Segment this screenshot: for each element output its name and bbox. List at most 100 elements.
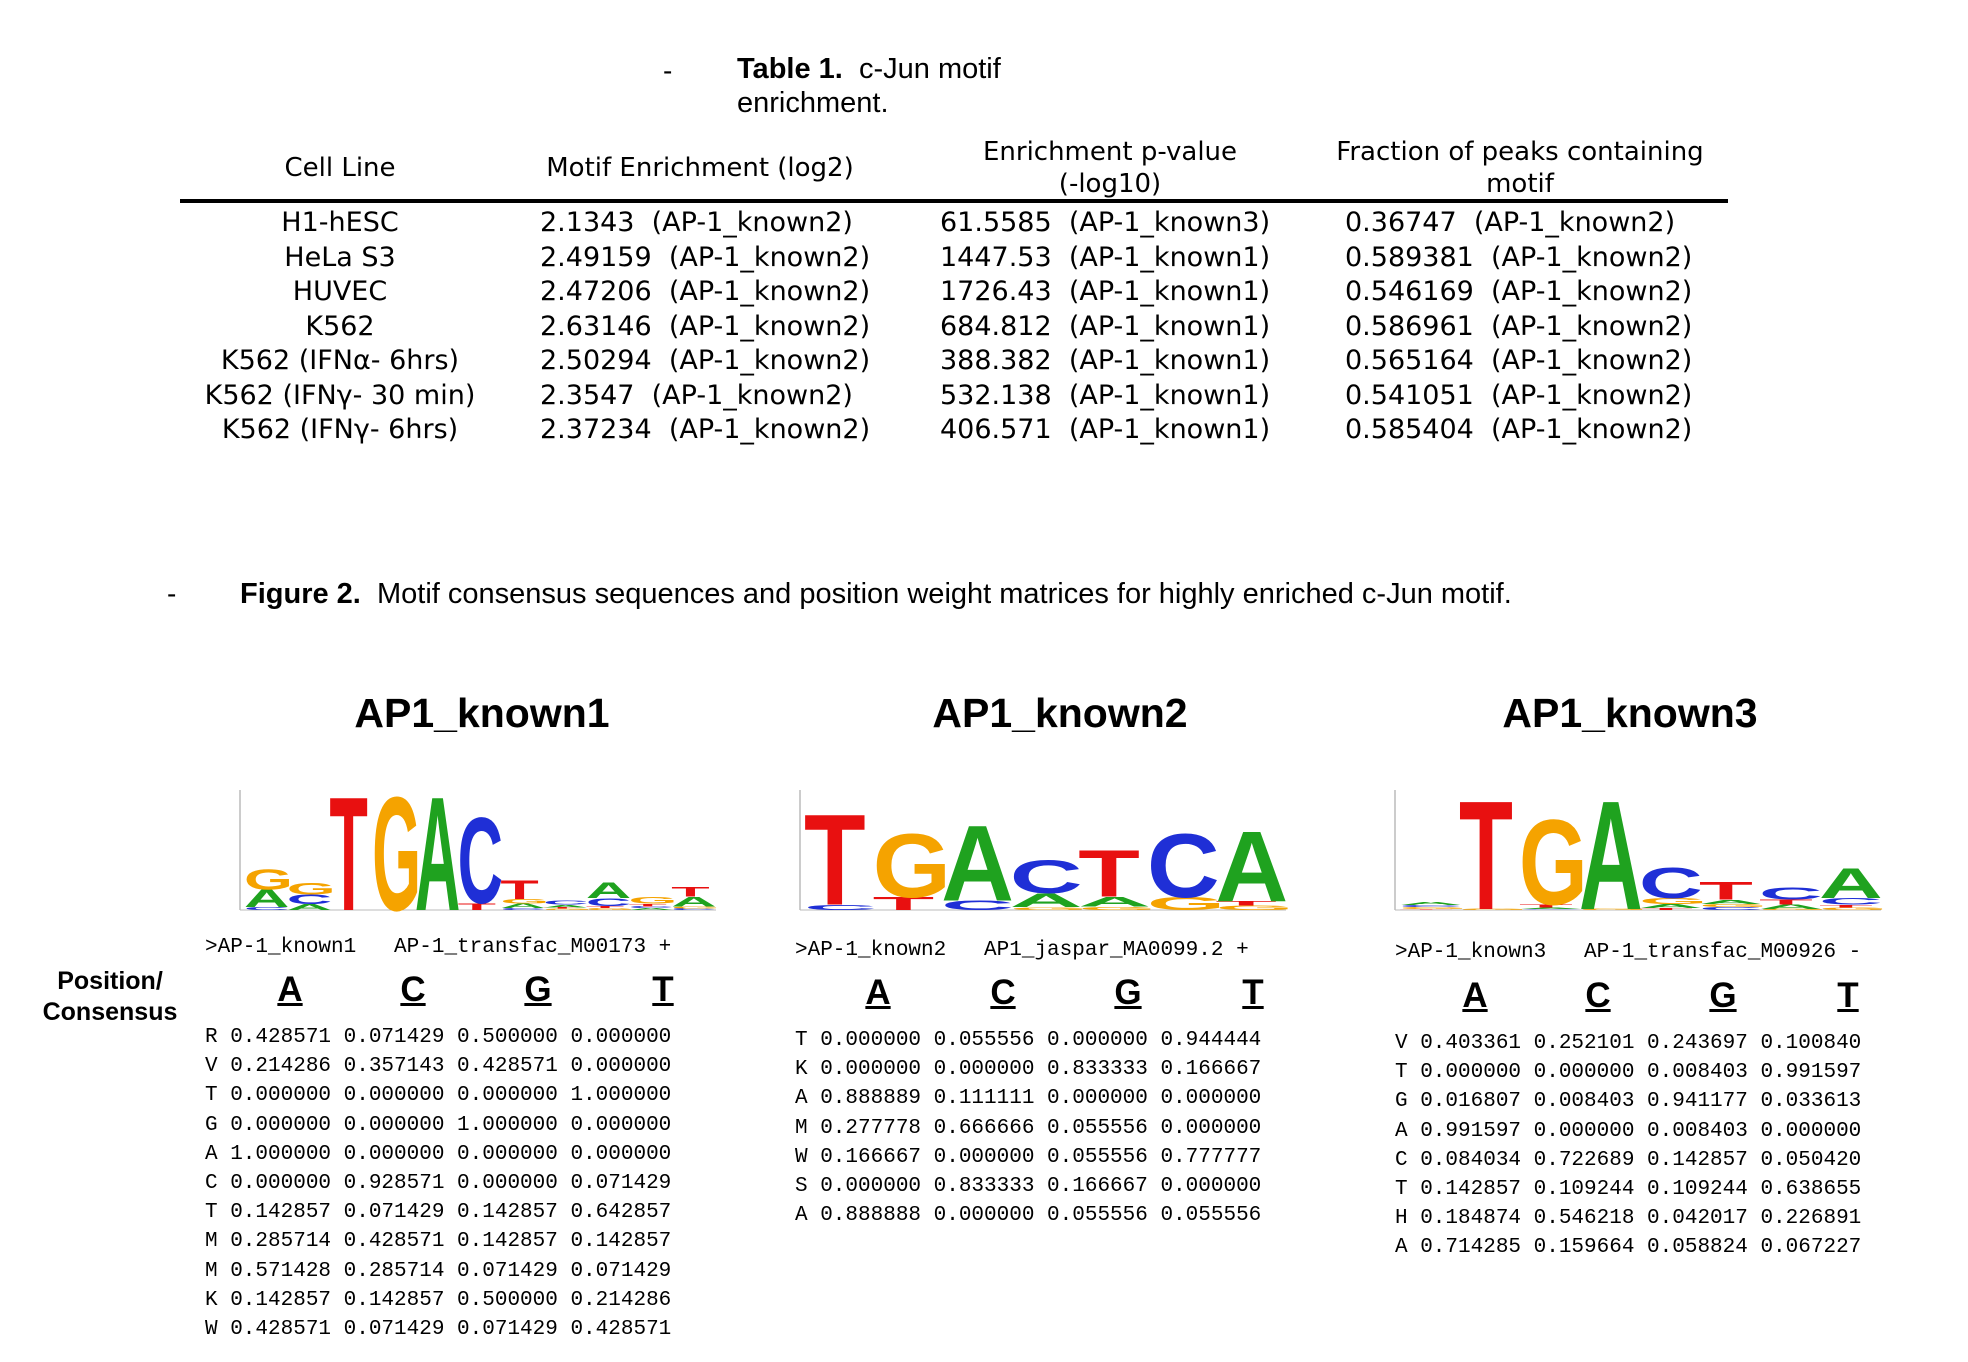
logo-letter-c: C [1699,906,1763,911]
pwm-row: T 0.142857 0.071429 0.142857 0.642857 [205,1201,672,1225]
logo-letter-t: T [1639,907,1693,910]
table-cell-enrichment: 2.47206 (AP-1_known2) [540,276,871,307]
logo-letter-c: C [586,896,631,909]
pwm-row: S 0.000000 0.833333 0.166667 0.000000 [795,1175,1262,1198]
pwm-row: T 0.142857 0.109244 0.109244 0.638655 [1395,1178,1862,1201]
pwm-header: >AP-1_known1 AP-1_transfac_M00173 + [205,936,672,959]
pwm-column-head-c: C [990,973,1016,1012]
logo-letter-c: C [500,907,545,910]
logo-letter-t: T [873,894,935,914]
logo-letter-t: T [543,907,581,909]
pwm-row: V 0.214286 0.357143 0.428571 0.000000 [205,1055,672,1079]
pwm-row: A 0.888888 0.000000 0.055556 0.055556 [795,1204,1262,1228]
pwm-row: A 0.714285 0.159664 0.058824 0.067227 [1395,1236,1862,1260]
pwm-column-head-a: A [277,970,303,1009]
header-pvalue-line2: (-log10) [1058,169,1162,199]
table-cell-enrichment: 2.37234 (AP-1_known2) [540,414,871,445]
pwm-row: T 0.000000 0.000000 0.000000 1.000000 [205,1084,672,1108]
pwm-row: A 0.888889 0.111111 0.000000 0.000000 [795,1087,1262,1111]
logo-letter-a: A [244,885,289,912]
logo-letter-t: T [1759,898,1813,906]
header-cell-line: Cell Line [284,153,396,183]
logo-letter-g: G [629,895,678,905]
logo-letter-c: C [1399,905,1463,908]
pwm-row: A 1.000000 0.000000 0.000000 0.000000 [205,1142,672,1166]
logo-letter-t: T [804,787,866,920]
logo-letter-c: C [804,903,877,912]
pwm-column-head-g: G [1114,973,1142,1012]
position-label-line1: Position/ [57,967,163,995]
table-cell-cell-line: K562 (IFNγ- 30 min) [204,380,476,411]
logo-letter-g: G [287,879,336,898]
table-caption-line2: enrichment. [737,87,889,119]
logo-letter-a: A [1759,904,1823,911]
table-cell-fraction: 0.36747 (AP-1_known2) [1345,207,1676,238]
position-label-line2: Consensus [42,998,178,1026]
logo-letter-g: G [372,785,421,920]
table-cell-enrichment: 2.3547 (AP-1_known2) [540,380,853,411]
logo-letter-t: T [1215,900,1277,907]
pwm-row: T 0.000000 0.000000 0.008403 0.991597 [1395,1061,1862,1085]
logo-letter-a: A [500,903,545,910]
pwm-header: >AP-1_known3 AP-1_transfac_M00926 - [1395,941,1862,964]
table-caption: Table 1. c-Jun motif enrichment. [737,52,1001,120]
logo-letter-c: C [287,892,332,907]
logo-letter-c: C [671,908,716,911]
table-cell-fraction: 0.565164 (AP-1_known2) [1345,345,1693,376]
logo-letter-t: T [458,901,496,912]
logo-letter-g: G [1519,794,1588,920]
table-cell-fraction: 0.546169 (AP-1_known2) [1345,276,1693,307]
logo-letter-a: A [1215,811,1288,920]
logo-letter-a: A [671,894,716,910]
table-cell-pvalue: 388.382 (AP-1_known1) [940,345,1271,376]
table-caption-line1: c-Jun motif [858,53,1001,85]
logo-letter-c: C [1639,858,1703,907]
logo-letter-g: G [1459,909,1528,910]
table-cell-enrichment: 2.63146 (AP-1_known2) [540,311,871,342]
logo-letter-c: C [1819,896,1883,907]
logo-letter-a: A [287,903,332,912]
table-cell-pvalue: 61.5585 (AP-1_known3) [940,207,1271,238]
pwm-row: V 0.403361 0.252101 0.243697 0.100840 [1395,1032,1862,1055]
pwm-row: R 0.428571 0.071429 0.500000 0.000000 [205,1026,672,1049]
pwm-header: >AP-1_known2 AP1_jaspar_MA0099.2 + [795,939,1249,962]
logo-letter-c: C [629,906,674,909]
table-cell-pvalue: 406.571 (AP-1_known1) [940,414,1271,445]
pwm-row: G 0.016807 0.008403 0.941177 0.033613 [1395,1090,1862,1114]
header-fraction-line1: Fraction of peaks containing [1336,137,1704,167]
pwm-row: M 0.285714 0.428571 0.142857 0.142857 [205,1230,672,1254]
table-cell-cell-line: K562 (IFNγ- 6hrs) [221,414,459,445]
logo-letter-c: C [244,906,289,910]
header-pvalue-line1: Enrichment p-value [982,137,1238,167]
position-consensus-label: Position/ Consensus [20,966,200,1028]
logo-letter-g: G [1147,894,1225,914]
logo-letter-g: G [671,906,720,909]
logo-letter-g: G [873,815,951,917]
table-cell-pvalue: 684.812 (AP-1_known1) [940,311,1271,342]
header-motif-enrichment: Motif Enrichment (log2) [546,153,854,183]
logo-letter-t: T [1699,877,1753,905]
table-cell-fraction: 0.585404 (AP-1_known2) [1345,414,1693,445]
logo-letter-t: T [671,884,710,900]
pwm-column-head-c: C [400,970,426,1009]
logo-letter-g: G [1759,909,1828,910]
pwm-row: C 0.084034 0.722689 0.142857 0.050420 [1395,1148,1862,1172]
header-fraction-line2: motif [1486,169,1554,199]
pwm-row: K 0.142857 0.142857 0.500000 0.214286 [205,1288,672,1312]
pwm-column-head-a: A [865,973,891,1012]
pwm-row: W 0.428571 0.071429 0.071429 0.428571 [205,1318,672,1341]
pwm-column-head-t: T [1242,973,1264,1012]
pwm-row: H 0.184874 0.546218 0.042017 0.226891 [1395,1207,1862,1231]
logo-letter-t: T [1519,904,1573,909]
table-caption-bold: Table 1. [737,53,843,85]
logo-letter-a: A [1819,859,1883,907]
pwm-row: A 0.991597 0.000000 0.008403 0.000000 [1395,1119,1862,1143]
header-pvalue: Enrichment p-value (-log10) [900,136,1320,200]
pwm-column-head-g: G [1709,976,1737,1015]
logo-letter-c: C [1010,851,1083,903]
logo-letter-a: A [1699,899,1763,905]
pwm-row: T 0.000000 0.055556 0.000000 0.944444 [795,1029,1262,1052]
